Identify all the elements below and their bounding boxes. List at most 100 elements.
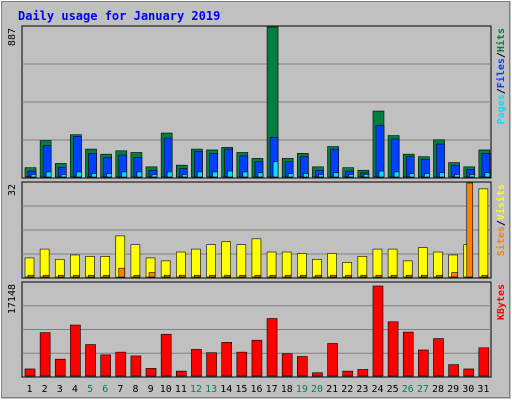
bar-visits-day-25 [387, 248, 398, 278]
bar-visits-day-2 [39, 248, 50, 278]
legend-separator: / [496, 52, 507, 58]
bar-sites-day-25 [390, 274, 398, 278]
bar-sites-day-24 [375, 274, 383, 278]
x-tick-label-13: 13 [205, 384, 217, 395]
x-tick-label-16: 16 [250, 384, 262, 395]
x-tick-label-21: 21 [326, 384, 338, 395]
legend-visits: Visits [495, 184, 507, 220]
x-tick-label-8: 8 [132, 384, 138, 395]
bar-kbytes-day-15 [236, 351, 248, 377]
y-max-label: 887 [7, 28, 18, 46]
bar-kbytes-day-28 [433, 338, 444, 377]
bar-pages-day-11 [181, 174, 188, 178]
x-tick-label-28: 28 [432, 384, 444, 395]
bar-pages-day-28 [439, 172, 445, 178]
bar-sites-day-28 [436, 274, 443, 278]
bar-visits-day-12 [191, 248, 201, 278]
bar-sites-day-18 [284, 274, 292, 278]
bar-pages-day-4 [76, 171, 82, 178]
x-tick-label-7: 7 [117, 384, 123, 395]
bar-sites-day-27 [421, 274, 428, 278]
bar-kbytes-day-6 [100, 354, 111, 377]
bar-sites-day-14 [224, 274, 231, 278]
x-tick-label-26: 26 [402, 384, 414, 395]
x-tick-label-14: 14 [220, 384, 232, 395]
bar-pages-day-22 [348, 174, 355, 178]
bar-kbytes-day-22 [342, 370, 354, 377]
bar-pages-day-27 [424, 173, 430, 178]
bar-files-day-28 [436, 143, 445, 178]
bar-sites-day-23 [360, 274, 368, 278]
bar-kbytes-day-7 [115, 351, 127, 377]
panel-visits-sites: 32 Sites/Visits [7, 181, 507, 279]
bar-kbytes-day-18 [281, 353, 293, 377]
bar-sites-day-1 [27, 274, 35, 278]
bar-pages-day-5 [91, 173, 97, 178]
bar-kbytes-day-11 [175, 370, 187, 377]
bar-kbytes-day-3 [54, 358, 66, 377]
bar-kbytes-day-2 [39, 332, 51, 377]
x-tick-label-2: 2 [42, 384, 48, 395]
bar-visits-day-18 [281, 251, 292, 278]
x-tick-label-22: 22 [341, 384, 353, 395]
bar-sites-day-9 [148, 272, 156, 278]
bar-pages-day-19 [303, 173, 309, 178]
bar-visits-day-4 [70, 254, 80, 278]
x-tick-label-31: 31 [477, 384, 489, 395]
bar-sites-day-29 [451, 272, 458, 278]
bar-pages-day-2 [45, 171, 52, 178]
bar-sites-day-6 [103, 274, 110, 278]
bar-kbytes-day-12 [191, 349, 202, 377]
bar-kbytes-day-23 [357, 369, 369, 377]
x-tick-label-9: 9 [148, 384, 154, 395]
legend-kbytes: KBytes [496, 284, 507, 320]
bar-sites-day-7 [118, 267, 126, 278]
bar-kbytes-day-1 [24, 368, 36, 377]
bar-kbytes-day-9 [145, 368, 157, 377]
bar-pages-day-17 [272, 161, 279, 178]
panel-kbytes: 17148 KBytes [7, 281, 507, 378]
bar-visits-day-24 [372, 248, 383, 278]
x-tick-label-1: 1 [27, 384, 33, 395]
x-tick-label-24: 24 [372, 384, 384, 395]
x-tick-label-15: 15 [235, 384, 247, 395]
bar-pages-day-18 [287, 173, 294, 178]
bar-kbytes-day-31 [478, 347, 490, 377]
bar-sites-day-13 [209, 274, 216, 278]
bar-pages-day-24 [378, 170, 385, 178]
bar-visits-day-13 [206, 244, 216, 278]
x-tick-label-19: 19 [296, 384, 308, 395]
bar-pages-day-15 [242, 171, 249, 178]
x-tick-label-17: 17 [266, 384, 278, 395]
bar-visits-day-20 [312, 259, 322, 278]
bar-kbytes-day-5 [85, 344, 96, 377]
bar-sites-day-31 [481, 274, 489, 278]
bar-visits-day-27 [418, 247, 428, 278]
bar-kbytes-day-19 [297, 356, 308, 377]
bar-sites-day-4 [73, 274, 80, 278]
chart-title: Daily usage for January 2019 [18, 9, 220, 23]
bar-visits-day-11 [175, 251, 186, 278]
bar-pages-day-8 [136, 171, 143, 178]
bar-kbytes-day-17 [266, 318, 278, 377]
bar-sites-day-19 [300, 274, 307, 278]
bar-kbytes-day-21 [327, 343, 338, 377]
bar-pages-day-23 [363, 174, 370, 178]
legend-separator: / [496, 88, 507, 94]
bar-pages-day-7 [121, 171, 128, 178]
x-tick-label-18: 18 [281, 384, 293, 395]
x-tick-label-10: 10 [160, 384, 172, 395]
bar-pages-day-31 [484, 172, 491, 178]
bar-pages-day-20 [318, 174, 324, 178]
bar-kbytes-day-10 [160, 333, 172, 377]
bar-sites-day-8 [133, 274, 141, 278]
bar-visits-day-10 [160, 260, 171, 278]
bar-visits-day-22 [342, 262, 353, 278]
bar-kbytes-day-13 [206, 352, 217, 377]
bar-kbytes-day-20 [312, 372, 323, 377]
x-tick-label-20: 20 [311, 384, 323, 395]
y-max-label: 32 [7, 184, 18, 196]
bar-visits-day-23 [357, 256, 368, 278]
x-tick-label-25: 25 [387, 384, 399, 395]
